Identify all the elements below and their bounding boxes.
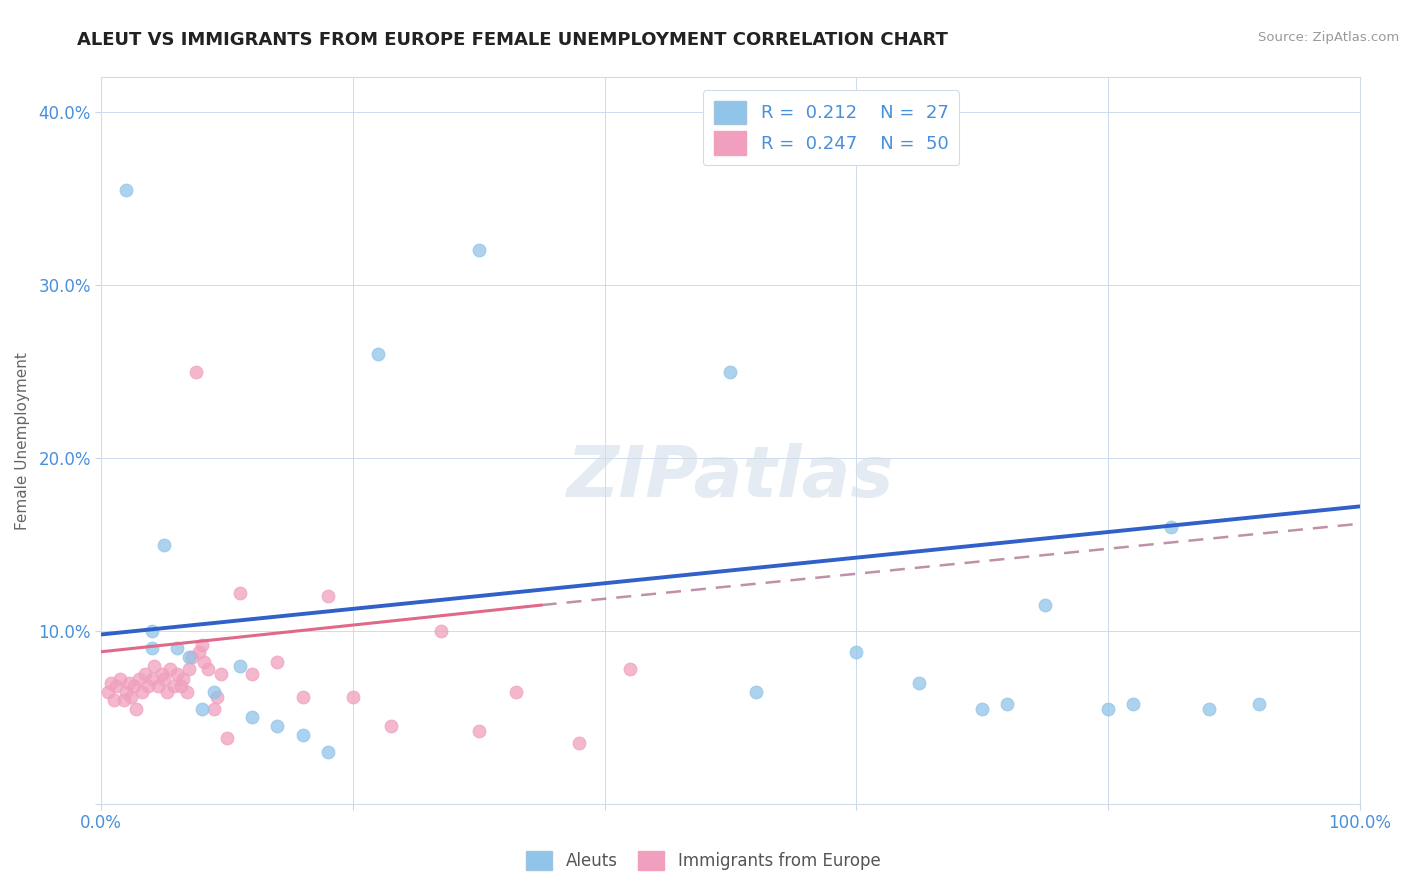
Point	[568, 736, 591, 750]
Point	[180, 649, 202, 664]
Point	[1033, 598, 1056, 612]
Point	[108, 673, 131, 687]
Point	[191, 638, 214, 652]
Point	[367, 347, 389, 361]
Point	[197, 662, 219, 676]
Point	[115, 183, 138, 197]
Point	[166, 641, 188, 656]
Text: ALEUT VS IMMIGRANTS FROM EUROPE FEMALE UNEMPLOYMENT CORRELATION CHART: ALEUT VS IMMIGRANTS FROM EUROPE FEMALE U…	[77, 31, 948, 49]
Point	[166, 667, 188, 681]
Point	[970, 702, 993, 716]
Point	[193, 655, 215, 669]
Point	[146, 679, 169, 693]
Point	[112, 693, 135, 707]
Point	[505, 684, 527, 698]
Text: Source: ZipAtlas.com: Source: ZipAtlas.com	[1258, 31, 1399, 45]
Point	[266, 655, 288, 669]
Point	[153, 537, 176, 551]
Point	[718, 364, 741, 378]
Point	[1097, 702, 1119, 716]
Point	[845, 645, 868, 659]
Point	[467, 724, 489, 739]
Point	[153, 673, 176, 687]
Point	[744, 684, 766, 698]
Point	[204, 702, 226, 716]
Point	[136, 679, 159, 693]
Point	[1122, 697, 1144, 711]
Point	[179, 662, 201, 676]
Point	[240, 710, 263, 724]
Point	[467, 244, 489, 258]
Point	[134, 667, 156, 681]
Point	[995, 697, 1018, 711]
Point	[1160, 520, 1182, 534]
Point	[266, 719, 288, 733]
Point	[184, 364, 207, 378]
Point	[141, 641, 163, 656]
Point	[316, 590, 339, 604]
Point	[316, 745, 339, 759]
Y-axis label: Female Unemployment: Female Unemployment	[15, 351, 30, 530]
Point	[191, 702, 214, 716]
Legend: Aleuts, Immigrants from Europe: Aleuts, Immigrants from Europe	[519, 844, 887, 877]
Point	[156, 684, 179, 698]
Point	[240, 667, 263, 681]
Point	[291, 728, 314, 742]
Point	[205, 690, 228, 704]
Legend: R =  0.212    N =  27, R =  0.247    N =  50: R = 0.212 N = 27, R = 0.247 N = 50	[703, 90, 959, 165]
Point	[169, 679, 191, 693]
Point	[141, 624, 163, 638]
Point	[150, 667, 173, 681]
Point	[172, 673, 194, 687]
Point	[143, 658, 166, 673]
Point	[125, 702, 148, 716]
Point	[100, 676, 122, 690]
Point	[188, 645, 211, 659]
Point	[105, 679, 128, 693]
Point	[120, 690, 142, 704]
Point	[159, 662, 181, 676]
Point	[209, 667, 232, 681]
Point	[118, 676, 141, 690]
Point	[228, 586, 250, 600]
Point	[380, 719, 402, 733]
Point	[430, 624, 453, 638]
Text: ZIPatlas: ZIPatlas	[567, 442, 894, 511]
Point	[131, 684, 153, 698]
Point	[176, 684, 198, 698]
Point	[179, 649, 201, 664]
Point	[217, 731, 239, 746]
Point	[103, 693, 125, 707]
Point	[141, 673, 163, 687]
Point	[619, 662, 641, 676]
Point	[96, 684, 118, 698]
Point	[291, 690, 314, 704]
Point	[115, 684, 138, 698]
Point	[122, 679, 145, 693]
Point	[228, 658, 250, 673]
Point	[908, 676, 931, 690]
Point	[1198, 702, 1220, 716]
Point	[1247, 697, 1270, 711]
Point	[342, 690, 364, 704]
Point	[128, 673, 150, 687]
Point	[163, 679, 186, 693]
Point	[204, 684, 226, 698]
